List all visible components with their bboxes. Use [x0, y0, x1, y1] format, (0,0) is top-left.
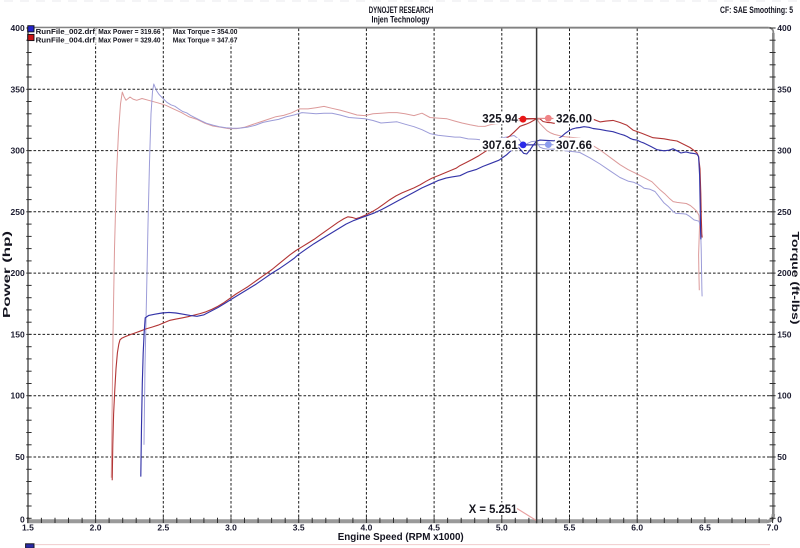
- svg-text:Max Power = 329.40: Max Power = 329.40: [98, 35, 160, 44]
- svg-text:250: 250: [777, 207, 791, 217]
- svg-text:150: 150: [11, 329, 25, 339]
- svg-text:400: 400: [777, 23, 791, 33]
- svg-text:Injen Technology: Injen Technology: [372, 15, 430, 25]
- svg-text:1.5: 1.5: [22, 523, 34, 533]
- svg-text:100: 100: [11, 391, 25, 401]
- svg-text:400: 400: [11, 23, 25, 33]
- svg-text:0: 0: [20, 515, 25, 525]
- svg-text:Engine Speed (RPM x1000): Engine Speed (RPM x1000): [338, 531, 464, 543]
- svg-text:Max Torque = 354.00: Max Torque = 354.00: [173, 27, 238, 36]
- svg-text:200: 200: [11, 268, 25, 278]
- svg-text:3.0: 3.0: [225, 523, 237, 533]
- svg-text:6.5: 6.5: [699, 523, 711, 533]
- svg-text:5.5: 5.5: [564, 523, 576, 533]
- svg-text:4.5: 4.5: [428, 523, 440, 533]
- svg-text:307.66: 307.66: [556, 140, 592, 152]
- svg-text:150: 150: [777, 329, 791, 339]
- svg-text:X = 5.251: X = 5.251: [469, 504, 518, 516]
- svg-text:2.0: 2.0: [90, 523, 102, 533]
- svg-text:7.0: 7.0: [767, 523, 779, 533]
- svg-text:Max Power = 319.66: Max Power = 319.66: [98, 27, 160, 36]
- svg-text:300: 300: [11, 146, 25, 156]
- svg-text:50: 50: [15, 452, 25, 462]
- svg-text:200: 200: [777, 268, 791, 278]
- svg-text:2.5: 2.5: [157, 523, 169, 533]
- svg-text:300: 300: [777, 146, 791, 156]
- svg-text:RunFile_004.drf: RunFile_004.drf: [36, 35, 96, 44]
- svg-text:350: 350: [11, 84, 25, 94]
- svg-text:DYNOJET RESEARCH: DYNOJET RESEARCH: [369, 5, 434, 15]
- svg-text:325.94: 325.94: [482, 114, 518, 126]
- svg-text:RunFile_002.drf: RunFile_002.drf: [36, 27, 96, 36]
- svg-text:350: 350: [777, 84, 791, 94]
- svg-text:Max Torque = 347.67: Max Torque = 347.67: [173, 35, 238, 44]
- svg-text:CF: SAE Smoothing: 5: CF: SAE Smoothing: 5: [720, 5, 793, 15]
- svg-text:0: 0: [777, 515, 782, 525]
- svg-text:100: 100: [777, 391, 791, 401]
- svg-text:6.0: 6.0: [631, 523, 643, 533]
- svg-text:5.0: 5.0: [496, 523, 508, 533]
- svg-text:3.5: 3.5: [293, 523, 305, 533]
- svg-text:326.00: 326.00: [556, 114, 592, 126]
- svg-text:Power (hp): Power (hp): [2, 231, 13, 318]
- svg-text:307.61: 307.61: [482, 140, 518, 152]
- svg-text:50: 50: [777, 452, 787, 462]
- svg-text:250: 250: [11, 207, 25, 217]
- svg-text:Torque (ft-lbs): Torque (ft-lbs): [789, 232, 800, 325]
- svg-text:4.0: 4.0: [360, 523, 372, 533]
